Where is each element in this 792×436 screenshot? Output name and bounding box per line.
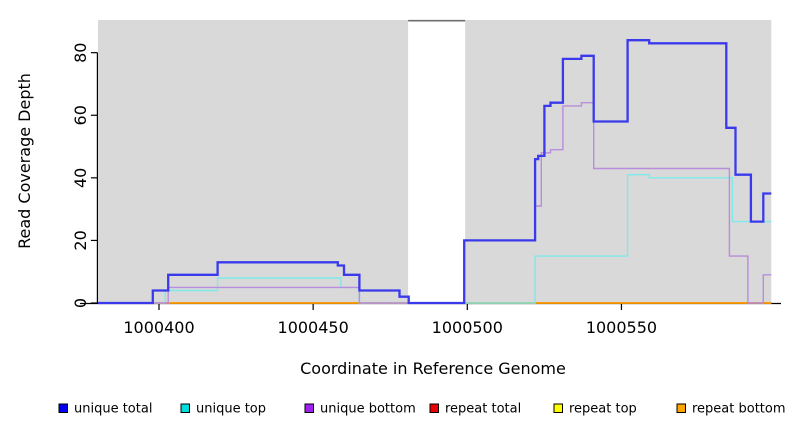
legend-label-unique-top: unique top — [196, 402, 266, 417]
legend-item-unique-top: unique top — [180, 402, 266, 417]
legend-label-unique-total: unique total — [74, 402, 152, 417]
x-axis-tick-label: 1000500 — [432, 318, 503, 337]
legend-item-repeat-total: repeat total — [429, 402, 521, 417]
legend-item-unique-total: unique total — [58, 402, 152, 417]
legend-swatch-unique-top — [180, 403, 190, 413]
series-lines — [98, 39, 772, 305]
legend: unique total unique top unique bottom repea… — [58, 402, 786, 417]
series-unique-total — [98, 39, 772, 305]
legend-item-unique-bottom: unique bottom — [304, 402, 416, 417]
x-axis-tick-label: 1000550 — [586, 318, 657, 337]
legend-swatch-unique-bottom — [304, 403, 314, 413]
x-axis-tick-label: 1000450 — [278, 318, 349, 337]
y-axis-tick-label: 40 — [71, 168, 90, 188]
masked-region-1 — [97, 20, 409, 304]
legend-swatch-repeat-bottom — [676, 403, 686, 413]
plot-panel — [97, 19, 772, 304]
legend-item-repeat-bottom: repeat bottom — [676, 402, 786, 417]
x-axis-title: Coordinate in Reference Genome — [300, 359, 566, 378]
legend-label-unique-bottom: unique bottom — [320, 402, 416, 417]
y-axis-title: Read Coverage Depth — [15, 73, 34, 249]
legend-item-repeat-top: repeat top — [553, 402, 637, 417]
series-unique-bottom — [98, 102, 772, 304]
x-axis-tick-label: 1000400 — [123, 318, 194, 337]
legend-label-repeat-top: repeat top — [569, 402, 637, 417]
legend-label-repeat-bottom: repeat bottom — [692, 402, 786, 417]
axes: 1000400 1000450 1000500 1000550 0 20 40 60 80 — [71, 43, 781, 337]
legend-label-repeat-total: repeat total — [445, 402, 521, 417]
y-axis-tick-label: 0 — [71, 298, 90, 308]
legend-swatch-repeat-top — [553, 403, 563, 413]
y-axis-tick-label: 80 — [71, 43, 90, 63]
legend-swatch-repeat-total — [429, 403, 439, 413]
y-axis-tick-label: 20 — [71, 230, 90, 250]
y-axis-tick-label: 60 — [71, 105, 90, 125]
legend-swatch-unique-total — [58, 403, 68, 413]
